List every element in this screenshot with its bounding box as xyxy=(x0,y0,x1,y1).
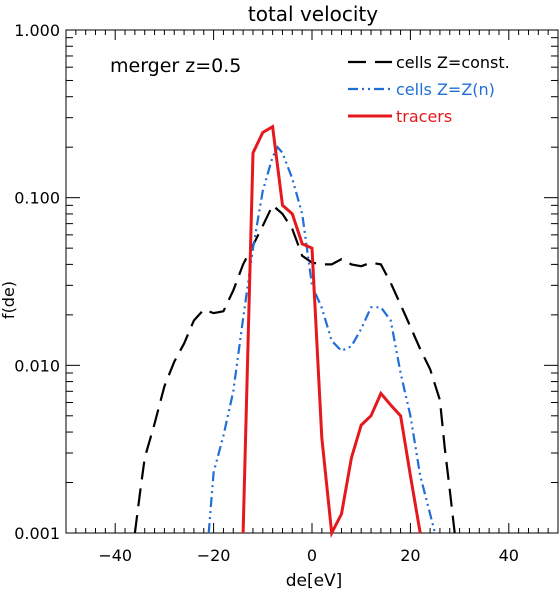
y-axis: 0.001 0.010 0.100 1.000 xyxy=(14,21,558,543)
x-axis-label: de[eV] xyxy=(286,571,343,590)
x-tick-label: 0 xyxy=(307,546,317,565)
legend-label-0: cells Z=const. xyxy=(396,53,510,72)
x-tick-label: −40 xyxy=(98,546,132,565)
y-axis-label: f(de) xyxy=(0,281,18,319)
y-tick-label: 0.100 xyxy=(14,189,60,208)
series-line-1 xyxy=(207,145,437,534)
plot-frame xyxy=(65,29,559,534)
x-axis: −40 −20 0 20 40 xyxy=(75,30,549,565)
x-tick-label: −20 xyxy=(197,546,231,565)
legend-label-2: tracers xyxy=(396,107,452,126)
y-tick-label: 0.010 xyxy=(14,356,60,375)
series-layer xyxy=(133,124,456,539)
legend-label-1: cells Z=Z(n) xyxy=(396,80,495,99)
series-line-2 xyxy=(241,124,422,539)
legend: cells Z=const. cells Z=Z(n) tracers xyxy=(348,53,510,126)
chart-title: total velocity xyxy=(248,2,378,26)
y-tick-label: 1.000 xyxy=(14,21,60,40)
x-tick-label: 20 xyxy=(400,546,420,565)
x-tick-label: 40 xyxy=(499,546,519,565)
series-line-0 xyxy=(133,203,456,534)
annotation: merger z=0.5 xyxy=(110,55,241,77)
y-tick-label: 0.001 xyxy=(14,524,60,543)
